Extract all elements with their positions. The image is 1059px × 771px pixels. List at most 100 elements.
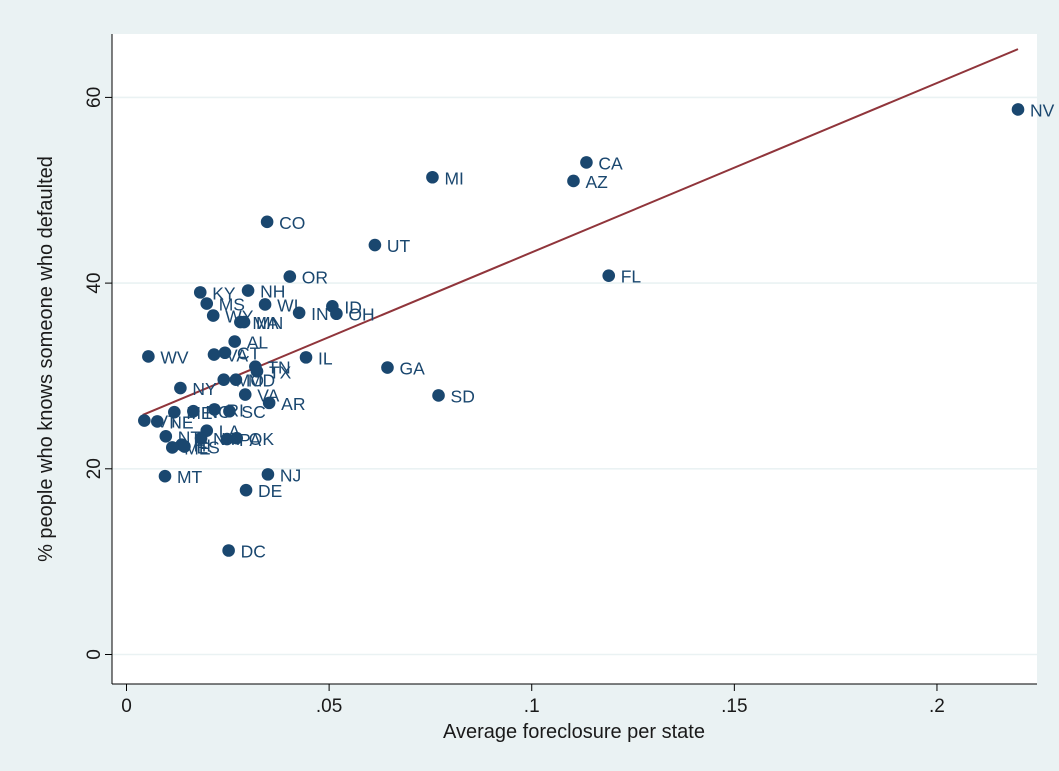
point-label: TN <box>267 358 290 378</box>
point-label: ID <box>344 297 362 317</box>
point-marker <box>220 432 234 446</box>
point-marker <box>250 365 264 378</box>
x-tick-label: .2 <box>929 696 945 717</box>
y-tick-label: 60 <box>84 87 105 108</box>
y-tick-label: 0 <box>84 649 105 660</box>
point-label: NJ <box>280 465 301 485</box>
point-label: CT <box>237 344 261 364</box>
data-point: OR <box>283 268 328 288</box>
data-point: MT <box>158 467 203 487</box>
data-point: AZ <box>567 172 608 192</box>
point-marker <box>208 403 221 416</box>
point-marker <box>299 351 313 364</box>
point-label: OH <box>348 305 374 325</box>
data-point: AR <box>262 394 305 414</box>
point-marker <box>206 309 220 322</box>
data-point: IN <box>292 304 329 324</box>
data-point: MS <box>200 295 245 315</box>
point-marker <box>178 440 191 453</box>
point-marker <box>432 389 445 402</box>
point-marker <box>200 297 214 310</box>
point-marker <box>602 269 616 282</box>
point-marker <box>426 170 439 184</box>
point-label: NC <box>205 402 230 422</box>
data-point: MI <box>426 168 464 188</box>
x-axis-title: Average foreclosure per state <box>443 721 705 743</box>
data-point: DC <box>222 542 266 562</box>
point-label: TX <box>269 362 292 382</box>
point-marker <box>330 307 343 321</box>
data-point: MD <box>229 371 275 391</box>
point-label: MD <box>248 371 275 391</box>
point-marker <box>217 373 231 386</box>
point-label: PA <box>239 430 261 450</box>
data-point: ID <box>326 297 362 317</box>
point-label: MO <box>236 371 264 391</box>
point-label: NM <box>213 429 240 449</box>
data-point: NC <box>187 402 231 422</box>
point-label: GA <box>399 359 425 379</box>
point-label: VT <box>156 412 179 432</box>
data-point: NV <box>1011 100 1055 120</box>
x-tick-label: .05 <box>316 696 342 717</box>
point-label: DC <box>241 542 266 562</box>
point-label: IL <box>318 348 333 368</box>
y-axis-title: % people who knows someone who defaulted <box>35 156 57 562</box>
point-marker <box>207 348 221 361</box>
point-marker <box>230 431 244 445</box>
data-point: MO <box>217 371 264 391</box>
data-points: NVCAAZMIFLCOUTORKYNHMSWIIDINOHWYMAMNALCT… <box>138 100 1055 562</box>
data-point: CO <box>260 213 305 233</box>
data-point: VT <box>138 412 179 432</box>
point-marker <box>262 396 276 410</box>
point-label: IN <box>311 304 329 324</box>
data-point: AL <box>228 333 268 353</box>
point-label: NE <box>169 412 193 432</box>
data-point: GA <box>381 359 425 379</box>
point-label: WV <box>160 347 189 367</box>
data-point: FL <box>602 267 641 287</box>
data-point: NE <box>150 412 194 432</box>
point-marker <box>223 404 236 418</box>
point-label: NY <box>192 379 217 399</box>
plot-area <box>112 34 1037 684</box>
x-tick-label: .15 <box>721 696 747 717</box>
point-marker <box>194 431 208 445</box>
point-label: OR <box>302 268 328 288</box>
point-marker <box>150 415 164 428</box>
point-marker <box>222 544 235 557</box>
data-point: ME <box>165 438 211 458</box>
point-label: MN <box>256 313 283 333</box>
point-label: ME <box>186 403 212 423</box>
data-point: ES <box>178 438 220 458</box>
point-marker <box>567 174 580 188</box>
data-point: NY <box>174 379 217 399</box>
point-marker <box>239 483 253 497</box>
point-label: UT <box>387 236 411 256</box>
point-marker <box>283 270 297 283</box>
point-label: DE <box>258 481 282 501</box>
x-tick-label: 0 <box>121 696 132 717</box>
point-marker <box>238 388 252 401</box>
data-point: KY <box>193 283 236 303</box>
point-label: WI <box>277 295 298 315</box>
data-point: SC <box>223 402 266 422</box>
data-point: NM <box>194 429 240 449</box>
point-marker <box>193 286 207 299</box>
axis-titles: Average foreclosure per state % people w… <box>35 156 705 743</box>
point-marker <box>261 468 275 481</box>
fit-line <box>142 48 1019 416</box>
point-marker <box>241 284 255 297</box>
y-tick-label: 20 <box>84 458 105 479</box>
data-point: VA <box>207 346 248 366</box>
x-tick-label: .1 <box>524 696 540 717</box>
point-label: OK <box>249 429 275 449</box>
point-marker <box>1011 103 1025 116</box>
point-marker <box>218 346 232 360</box>
point-label: CA <box>598 153 623 173</box>
point-label: AR <box>281 394 305 414</box>
point-marker <box>292 306 306 320</box>
point-label: MT <box>177 467 203 487</box>
data-point: NH <box>241 282 285 302</box>
